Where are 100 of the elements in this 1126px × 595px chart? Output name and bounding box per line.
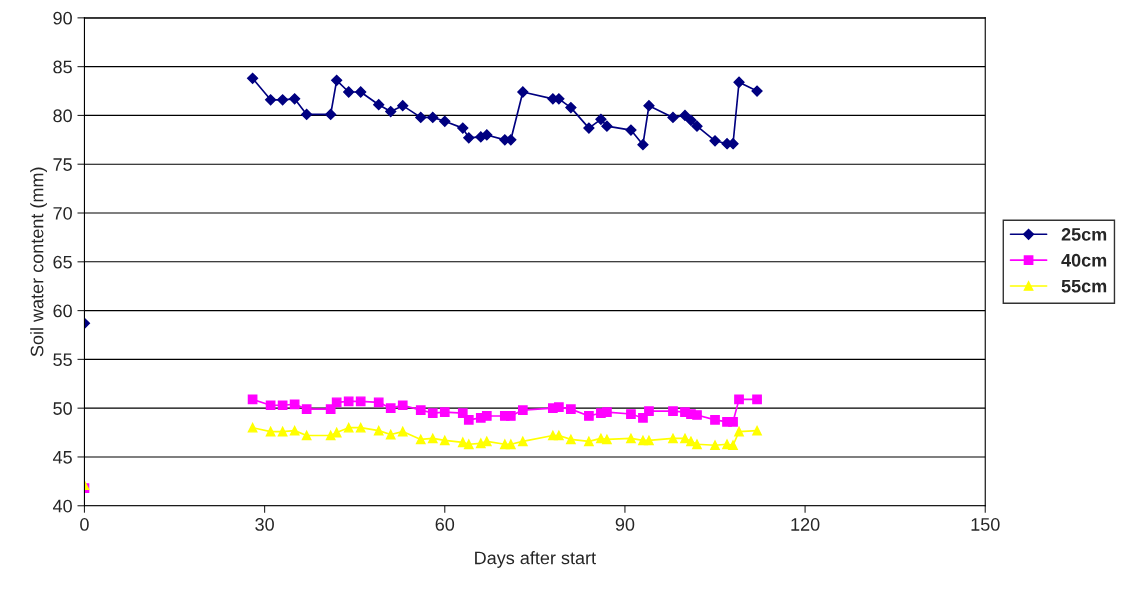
point	[373, 397, 384, 408]
point	[517, 405, 528, 415]
point	[289, 93, 301, 105]
y-tick-label: 70	[53, 206, 72, 220]
point	[343, 396, 354, 407]
point	[595, 113, 607, 125]
point	[343, 86, 355, 98]
point	[325, 404, 336, 415]
point	[463, 415, 474, 425]
point	[625, 124, 637, 136]
point	[385, 429, 396, 440]
y-tick-label: 50	[53, 402, 72, 415]
point	[505, 411, 516, 421]
legend-label: 25cm	[1061, 228, 1107, 241]
point	[415, 405, 426, 415]
point	[415, 111, 427, 123]
point	[637, 139, 649, 151]
point	[439, 435, 450, 446]
y-tick-label: 45	[52, 451, 72, 464]
point	[728, 440, 738, 451]
point	[691, 120, 703, 132]
point	[397, 400, 408, 411]
point	[265, 400, 276, 411]
point	[565, 102, 577, 114]
y-tick-label: 80	[53, 109, 72, 123]
point	[734, 426, 744, 437]
point	[602, 434, 612, 445]
point	[373, 425, 384, 436]
point	[265, 426, 276, 437]
point	[331, 397, 342, 408]
point	[667, 111, 679, 123]
point	[439, 115, 451, 127]
point	[583, 122, 595, 134]
point	[289, 399, 300, 410]
point	[685, 114, 697, 126]
point	[728, 416, 738, 427]
point	[343, 422, 354, 433]
point	[626, 433, 636, 444]
point	[246, 72, 259, 84]
point	[692, 439, 702, 450]
point	[427, 408, 438, 418]
point	[397, 426, 408, 437]
point	[385, 403, 396, 414]
x-tick-label: 120	[791, 518, 820, 531]
point	[355, 86, 367, 98]
point	[427, 433, 438, 444]
point	[289, 425, 300, 436]
point	[626, 409, 636, 419]
point	[463, 439, 474, 450]
point	[457, 408, 468, 418]
point	[566, 404, 576, 415]
point	[709, 135, 721, 147]
point	[373, 99, 385, 111]
point	[733, 76, 745, 88]
y-tick-label: 40	[52, 499, 72, 513]
y-tick-label: 55	[53, 353, 72, 367]
y-tick-label: 60	[53, 304, 72, 318]
y-tick-label: 65	[53, 255, 72, 269]
point	[301, 108, 313, 121]
point	[397, 100, 409, 112]
point	[668, 433, 678, 444]
point	[668, 406, 678, 416]
y-axis-title: Soil water content (mm)	[30, 167, 47, 357]
point	[710, 415, 720, 425]
x-tick-label: 30	[255, 518, 274, 531]
point	[584, 411, 594, 421]
point	[463, 132, 475, 144]
point	[265, 94, 277, 106]
point	[355, 396, 366, 407]
point	[325, 430, 336, 441]
point	[602, 407, 612, 417]
y-tick-label: 85	[53, 60, 72, 74]
point	[277, 94, 289, 106]
point	[710, 440, 720, 451]
point	[752, 425, 762, 436]
x-tick-label: 90	[615, 518, 635, 531]
point	[277, 400, 288, 411]
point	[638, 413, 648, 423]
point	[692, 410, 702, 420]
point	[439, 407, 450, 417]
point	[355, 422, 366, 433]
point	[601, 120, 613, 132]
x-tick-label: 60	[435, 518, 455, 531]
point	[427, 111, 439, 123]
point	[325, 108, 337, 121]
point	[457, 122, 469, 134]
point	[644, 406, 654, 416]
point	[584, 436, 594, 447]
point	[277, 426, 288, 437]
point	[679, 109, 691, 122]
point	[554, 402, 564, 413]
point	[301, 430, 312, 441]
point	[752, 394, 762, 405]
x-tick-label: 0	[80, 518, 89, 531]
point	[644, 435, 654, 446]
point	[643, 100, 655, 112]
point	[481, 411, 492, 421]
point	[566, 434, 576, 445]
point	[331, 74, 343, 86]
point	[415, 434, 426, 445]
